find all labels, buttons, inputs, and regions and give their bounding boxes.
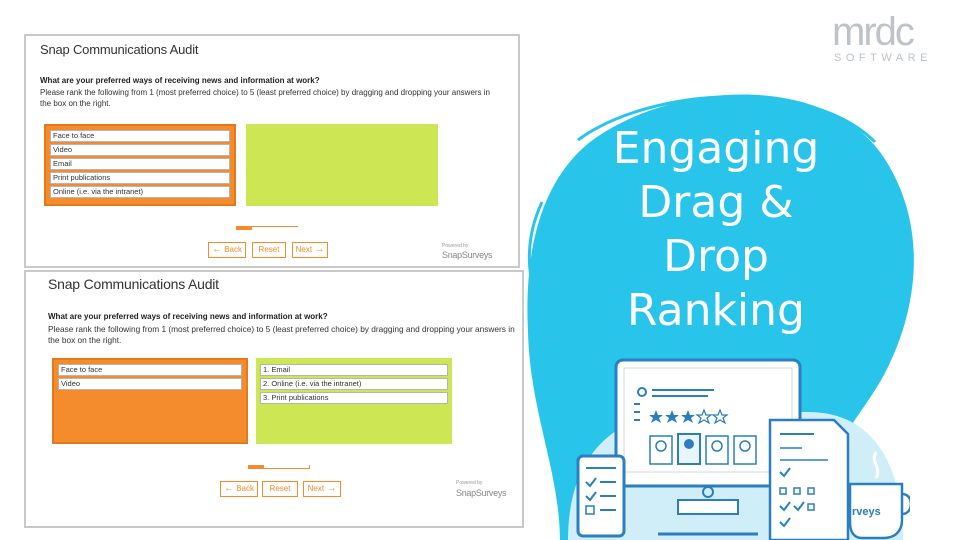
mug-text: rveys: [852, 506, 881, 518]
headline-line-4: Ranking: [627, 285, 805, 336]
progress-bar-track: [248, 468, 310, 469]
instruction-line-2: the box on the right.: [40, 99, 111, 108]
mug-icon: [848, 451, 910, 540]
option-item[interactable]: Video: [50, 144, 230, 156]
next-button-label: Next: [295, 245, 313, 254]
progress-bar-fill: [236, 226, 252, 230]
arrow-left-icon: ←: [211, 244, 222, 255]
brand-logo: mrdc: [832, 10, 915, 54]
powered-by-label: Powered by: [456, 480, 483, 486]
arrow-right-icon: →: [326, 483, 337, 494]
ranked-item[interactable]: 1. Email: [260, 364, 448, 376]
instruction-line-2: the box on the right.: [48, 335, 122, 345]
instruction-line-1: Please rank the following from 1 (most p…: [48, 324, 515, 334]
ranked-item[interactable]: 3. Print publications: [260, 392, 448, 404]
back-button-label: Back: [224, 245, 243, 254]
instruction-line-1: Please rank the following from 1 (most p…: [40, 88, 491, 97]
survey-instruction: Please rank the following from 1 (most p…: [48, 324, 518, 346]
options-source-box[interactable]: Face to face Video: [52, 358, 248, 444]
reset-button-label: Reset: [258, 245, 280, 254]
avatar-row-icon: [649, 433, 757, 465]
progress-bar-end: [309, 465, 310, 469]
snapsurveys-logo: SnapSurveys: [456, 488, 507, 498]
progress-bar-fill: [248, 465, 264, 469]
next-button[interactable]: Next →: [292, 242, 328, 258]
options-source-box[interactable]: Face to face Video Email Print publicati…: [44, 124, 236, 206]
survey-screenshot-2: Snap Communications Audit What are your …: [24, 270, 524, 528]
headline-line-3: Drop: [663, 231, 769, 282]
option-item[interactable]: Video: [58, 378, 242, 390]
survey-question: What are your preferred ways of receivin…: [40, 76, 320, 85]
powered-by-label: Powered by: [442, 243, 469, 249]
star-rating-icon: [649, 408, 729, 425]
document-icon: [768, 418, 850, 540]
headline-line-1: Engaging: [612, 123, 820, 174]
monitor-icon: [614, 358, 802, 536]
back-button-label: Back: [236, 484, 255, 493]
progress-bar-track: [236, 226, 298, 227]
back-button[interactable]: ← Back: [208, 242, 246, 258]
brand-logo-subtitle: SOFTWARE: [834, 52, 932, 64]
survey-question: What are your preferred ways of receivin…: [48, 312, 328, 321]
headline-line-2: Drag &: [638, 177, 794, 228]
headline: Engaging Drag & Drop Ranking: [590, 122, 842, 338]
survey-title: Snap Communications Audit: [40, 42, 199, 57]
option-item[interactable]: Face to face: [58, 364, 242, 376]
next-button[interactable]: Next →: [303, 481, 341, 497]
devices-illustration: rveys: [568, 358, 910, 540]
snapsurveys-logo: SnapSurveys: [442, 250, 493, 260]
arrow-left-icon: ←: [223, 483, 234, 494]
ranking-target-box[interactable]: 1. Email 2. Online (i.e. via the intrane…: [256, 358, 452, 444]
reset-button[interactable]: Reset: [252, 242, 286, 258]
survey-instruction: Please rank the following from 1 (most p…: [40, 87, 510, 109]
option-item[interactable]: Print publications: [50, 172, 230, 184]
option-item[interactable]: Email: [50, 158, 230, 170]
option-item[interactable]: Face to face: [50, 130, 230, 142]
arrow-right-icon: →: [314, 244, 325, 255]
reset-button[interactable]: Reset: [262, 481, 298, 497]
phone-icon: [576, 454, 626, 538]
ranking-target-box[interactable]: [246, 124, 438, 206]
option-item[interactable]: Online (i.e. via the intranet): [50, 186, 230, 198]
next-button-label: Next: [307, 484, 325, 493]
ranked-item[interactable]: 2. Online (i.e. via the intranet): [260, 378, 448, 390]
survey-screenshot-1: Snap Communications Audit What are your …: [24, 34, 520, 268]
back-button[interactable]: ← Back: [220, 481, 258, 497]
survey-title: Snap Communications Audit: [48, 276, 219, 292]
reset-button-label: Reset: [269, 484, 291, 493]
